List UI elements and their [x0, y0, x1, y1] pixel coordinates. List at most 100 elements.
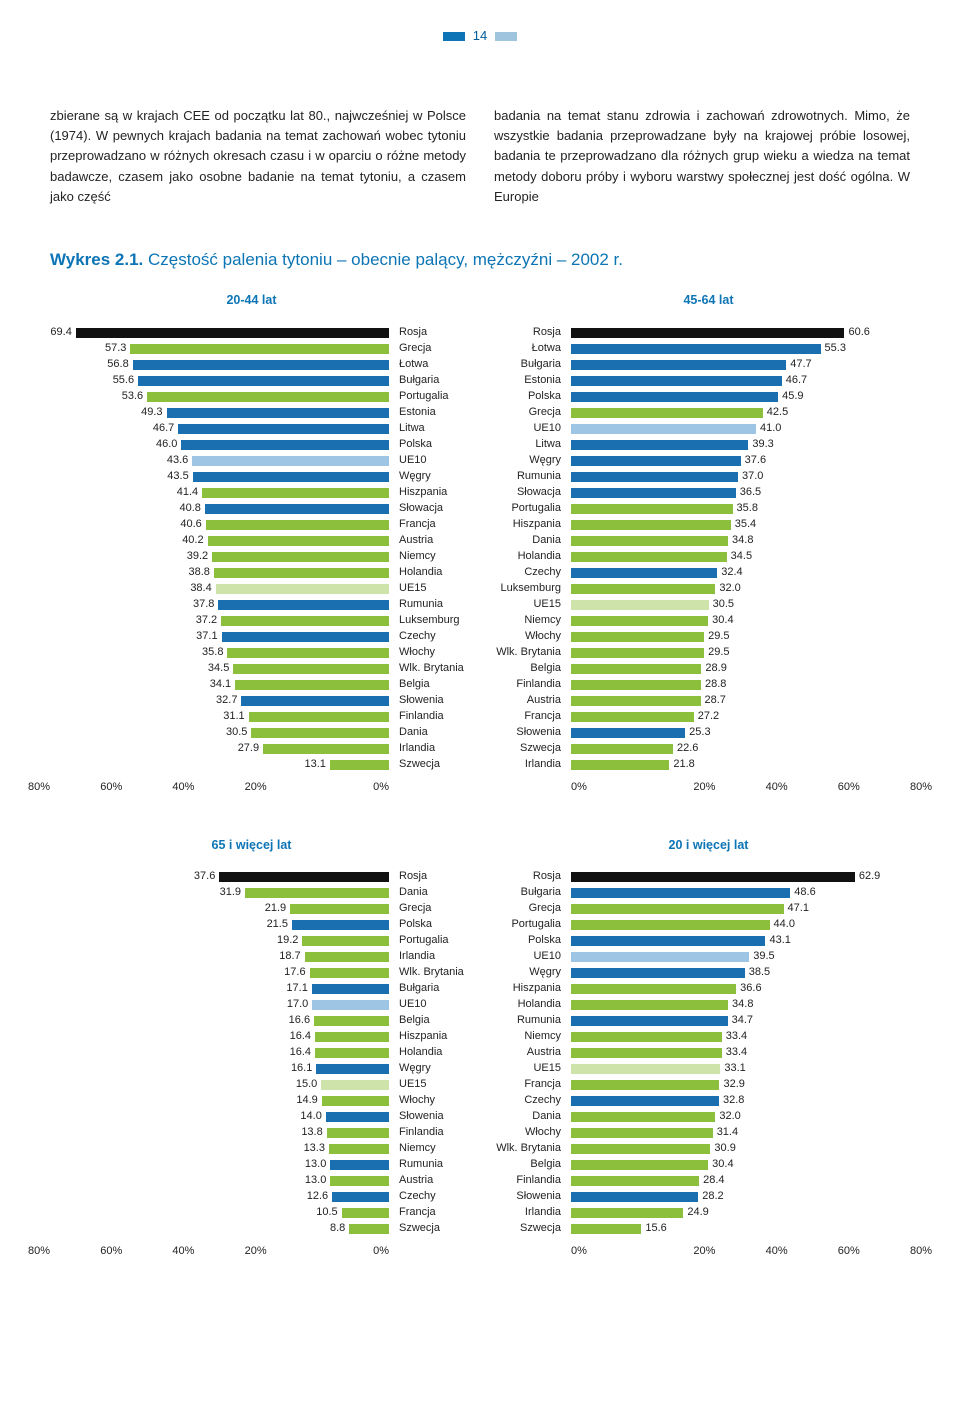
- bar-track: 17.1: [28, 984, 389, 994]
- bar-value: 32.0: [719, 1111, 740, 1122]
- bar: [241, 696, 389, 706]
- bar-value: 53.6: [122, 391, 143, 402]
- bar-value: 49.3: [141, 407, 162, 418]
- bar-track: 16.1: [28, 1064, 389, 1074]
- bar: [235, 680, 389, 690]
- bar-label: Węgry: [389, 471, 475, 482]
- bar-row: Finlandia 28.8: [485, 677, 932, 693]
- axis-tick: 40%: [715, 1243, 787, 1260]
- bar-label: Dania: [485, 1111, 571, 1122]
- bar-row: 27.9 Irlandia: [28, 741, 475, 757]
- bar: [571, 1032, 722, 1042]
- bar-row: 32.7 Słowenia: [28, 693, 475, 709]
- bar-value: 30.4: [712, 615, 733, 626]
- bar-track: 28.2: [571, 1191, 932, 1202]
- bar-value: 43.5: [167, 471, 188, 482]
- bar-label: Irlandia: [389, 951, 475, 962]
- bar-value: 34.8: [732, 999, 753, 1010]
- bar-value: 12.6: [307, 1191, 328, 1202]
- bar-value: 32.7: [216, 695, 237, 706]
- bar-value: 55.6: [113, 375, 134, 386]
- bar-track: 48.6: [571, 887, 932, 898]
- page-number: 14: [473, 26, 487, 46]
- bar-row: 15.0 UE15: [28, 1077, 475, 1093]
- bar-track: 34.1: [28, 680, 389, 690]
- bar: [571, 632, 704, 642]
- bar-label: Węgry: [389, 1063, 475, 1074]
- bar-label: Finlandia: [485, 1175, 571, 1186]
- bar-label: Grecja: [485, 903, 571, 914]
- bar-value: 40.6: [180, 519, 201, 530]
- bar-row: 56.8 Łotwa: [28, 357, 475, 373]
- bar-track: 44.0: [571, 919, 932, 930]
- bar: [133, 360, 389, 370]
- bar-value: 29.5: [708, 631, 729, 642]
- chart-title: 20 i więcej lat: [485, 836, 932, 855]
- chart-panel-20plus: 20 i więcej lat Rosja 62.9 Bułgaria 48.6…: [485, 836, 932, 1260]
- bar: [571, 584, 715, 594]
- bar-row: 37.6 Rosja: [28, 869, 475, 885]
- bar: [571, 1048, 722, 1058]
- bar: [571, 760, 669, 770]
- bar-value: 29.5: [708, 647, 729, 658]
- bar-track: 38.8: [28, 568, 389, 578]
- bar-row: 34.1 Belgia: [28, 677, 475, 693]
- bar: [329, 1144, 389, 1154]
- bar: [571, 1160, 708, 1170]
- bar-value: 37.1: [196, 631, 217, 642]
- bar-value: 37.6: [745, 455, 766, 466]
- bar-row: 43.6 UE10: [28, 453, 475, 469]
- bar-value: 62.9: [859, 871, 880, 882]
- bar-track: 40.2: [28, 536, 389, 546]
- bar-track: 16.6: [28, 1016, 389, 1026]
- bar-label: Bułgaria: [485, 887, 571, 898]
- bar: [312, 1000, 389, 1010]
- bar-track: 39.3: [571, 439, 932, 450]
- bar-label: Hiszpania: [389, 1031, 475, 1042]
- bar-row: Litwa 39.3: [485, 437, 932, 453]
- bar: [571, 888, 790, 898]
- bar-label: Szwecja: [389, 759, 475, 770]
- bar-value: 37.6: [194, 871, 215, 882]
- bar-row: Grecja 42.5: [485, 405, 932, 421]
- bar-row: 46.0 Polska: [28, 437, 475, 453]
- bar-value: 34.8: [732, 535, 753, 546]
- bar: [571, 984, 736, 994]
- bar-value: 39.5: [753, 951, 774, 962]
- bar: [330, 1176, 389, 1186]
- bar-label: Czechy: [485, 1095, 571, 1106]
- bar: [571, 680, 701, 690]
- bar-value: 35.8: [202, 647, 223, 658]
- bar-track: 8.8: [28, 1224, 389, 1234]
- bar-label: Wlk. Brytania: [485, 647, 571, 658]
- bar-track: 17.0: [28, 1000, 389, 1010]
- bar-label: Włochy: [389, 1095, 475, 1106]
- bar-label: Wlk. Brytania: [389, 663, 475, 674]
- bar-label: Belgia: [485, 663, 571, 674]
- bar: [571, 648, 704, 658]
- bar-track: 46.7: [28, 424, 389, 434]
- bar-track: 19.2: [28, 936, 389, 946]
- bar-label: Włochy: [485, 631, 571, 642]
- bar: [571, 1192, 698, 1202]
- bar-row: 21.5 Polska: [28, 917, 475, 933]
- bar-value: 39.3: [752, 439, 773, 450]
- bar-track: 43.1: [571, 935, 932, 946]
- bar: [314, 1016, 389, 1026]
- bar-label: Rumunia: [485, 1015, 571, 1026]
- bar-label: Włochy: [389, 647, 475, 658]
- bar-label: Holandia: [485, 551, 571, 562]
- bar-value: 22.6: [677, 743, 698, 754]
- bar-value: 39.2: [187, 551, 208, 562]
- bar: [316, 1064, 389, 1074]
- bar: [571, 1016, 728, 1026]
- bar-track: 35.8: [571, 503, 932, 514]
- bar-row: 38.8 Holandia: [28, 565, 475, 581]
- bar-label: Słowacja: [389, 503, 475, 514]
- bar-value: 37.8: [193, 599, 214, 610]
- bar-value: 44.0: [774, 919, 795, 930]
- bar: [167, 408, 389, 418]
- bar-label: Szwecja: [485, 743, 571, 754]
- bar-value: 48.6: [794, 887, 815, 898]
- bar-label: Hiszpania: [485, 519, 571, 530]
